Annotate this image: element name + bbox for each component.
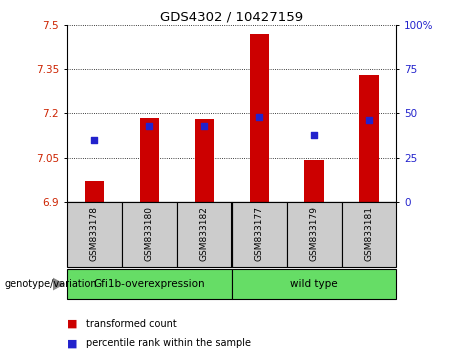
Point	[146, 123, 153, 129]
Text: GSM833179: GSM833179	[309, 206, 319, 261]
Bar	[249, 34, 269, 202]
Bar	[231, 202, 287, 267]
Point	[365, 118, 372, 123]
Text: GSM833180: GSM833180	[145, 206, 154, 261]
Text: GSM833177: GSM833177	[254, 206, 264, 261]
Text: transformed count: transformed count	[86, 319, 177, 329]
Bar	[85, 181, 104, 202]
Bar	[342, 202, 396, 267]
Text: ■: ■	[67, 338, 77, 348]
Bar	[122, 202, 177, 267]
Bar	[287, 202, 342, 267]
Text: Gfi1b-overexpression: Gfi1b-overexpression	[94, 279, 205, 289]
Point	[91, 137, 98, 143]
Bar	[67, 202, 122, 267]
Bar	[231, 269, 396, 299]
Point	[201, 123, 208, 129]
Bar	[195, 119, 214, 202]
Polygon shape	[53, 278, 65, 290]
Bar	[140, 118, 159, 202]
Text: GSM833182: GSM833182	[200, 206, 209, 261]
Bar	[67, 269, 231, 299]
Text: wild type: wild type	[290, 279, 338, 289]
Bar	[177, 202, 231, 267]
Point	[310, 132, 318, 137]
Bar	[304, 160, 324, 202]
Text: GSM833178: GSM833178	[90, 206, 99, 261]
Text: GSM833181: GSM833181	[365, 206, 373, 261]
Text: percentile rank within the sample: percentile rank within the sample	[86, 338, 251, 348]
Title: GDS4302 / 10427159: GDS4302 / 10427159	[160, 11, 303, 24]
Point	[255, 114, 263, 120]
Text: ■: ■	[67, 319, 77, 329]
Bar	[360, 75, 378, 202]
Text: genotype/variation: genotype/variation	[5, 279, 97, 289]
